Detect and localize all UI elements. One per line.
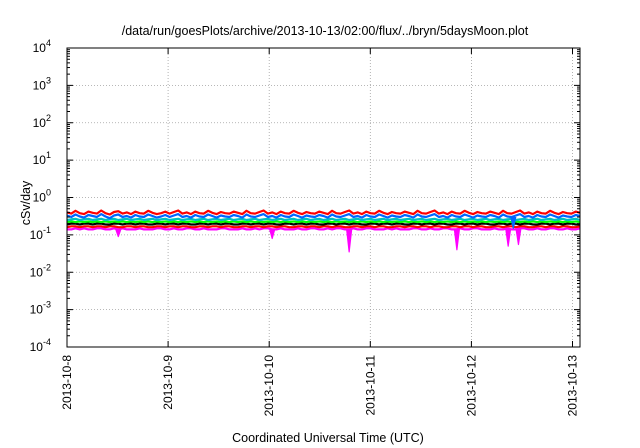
series-dip	[505, 228, 512, 247]
series-dip	[515, 228, 522, 246]
y-tick-label: 10-1	[30, 225, 51, 242]
y-tick-label: 10-3	[30, 300, 51, 317]
series-line-3	[66, 220, 581, 224]
series-dip	[269, 229, 276, 240]
y-tick-labels: 10-4 10-3 10-2 10-1 100 101 102 103 104	[30, 38, 51, 354]
series-dip	[453, 229, 460, 251]
y-tick-label: 102	[33, 113, 51, 130]
x-tick-label: 2013-10-9	[161, 355, 175, 410]
y-tick-label: 10-2	[30, 262, 51, 279]
series-line-2	[66, 222, 580, 226]
x-tick-label: 2013-10-11	[363, 355, 377, 416]
y-axis-label: cSv/day	[19, 180, 33, 225]
y-tick-label: 103	[33, 75, 51, 92]
series-dip	[346, 229, 353, 253]
series-line-4	[66, 217, 581, 222]
ticks	[66, 47, 580, 348]
x-tick-label: 2013-10-13	[566, 355, 580, 417]
y-tick-label: 100	[33, 188, 51, 205]
x-tick-label: 2013-10-10	[262, 355, 276, 417]
series-line-5	[66, 213, 581, 220]
series-dip	[115, 229, 122, 238]
x-tick-label: 2013-10-12	[464, 355, 478, 417]
x-tick-label: 2013-10-8	[60, 355, 74, 410]
y-tick-label: 101	[33, 150, 51, 167]
x-axis-label: Coordinated Universal Time (UTC)	[232, 431, 424, 445]
x-tick-labels: 2013-10-8 2013-10-9 2013-10-10 2013-10-11 20…	[60, 355, 580, 417]
series-line-6	[66, 209, 581, 216]
series-line-1	[66, 225, 581, 229]
series-dip	[510, 216, 517, 229]
grid	[67, 48, 580, 347]
y-tick-label: 104	[33, 38, 51, 55]
plot-frame	[66, 47, 581, 348]
series-line-0	[67, 227, 581, 231]
series-group	[66, 209, 581, 253]
y-tick-label: 10-4	[30, 337, 51, 354]
chart-title: /data/run/goesPlots/archive/2013-10-13/0…	[122, 24, 529, 38]
